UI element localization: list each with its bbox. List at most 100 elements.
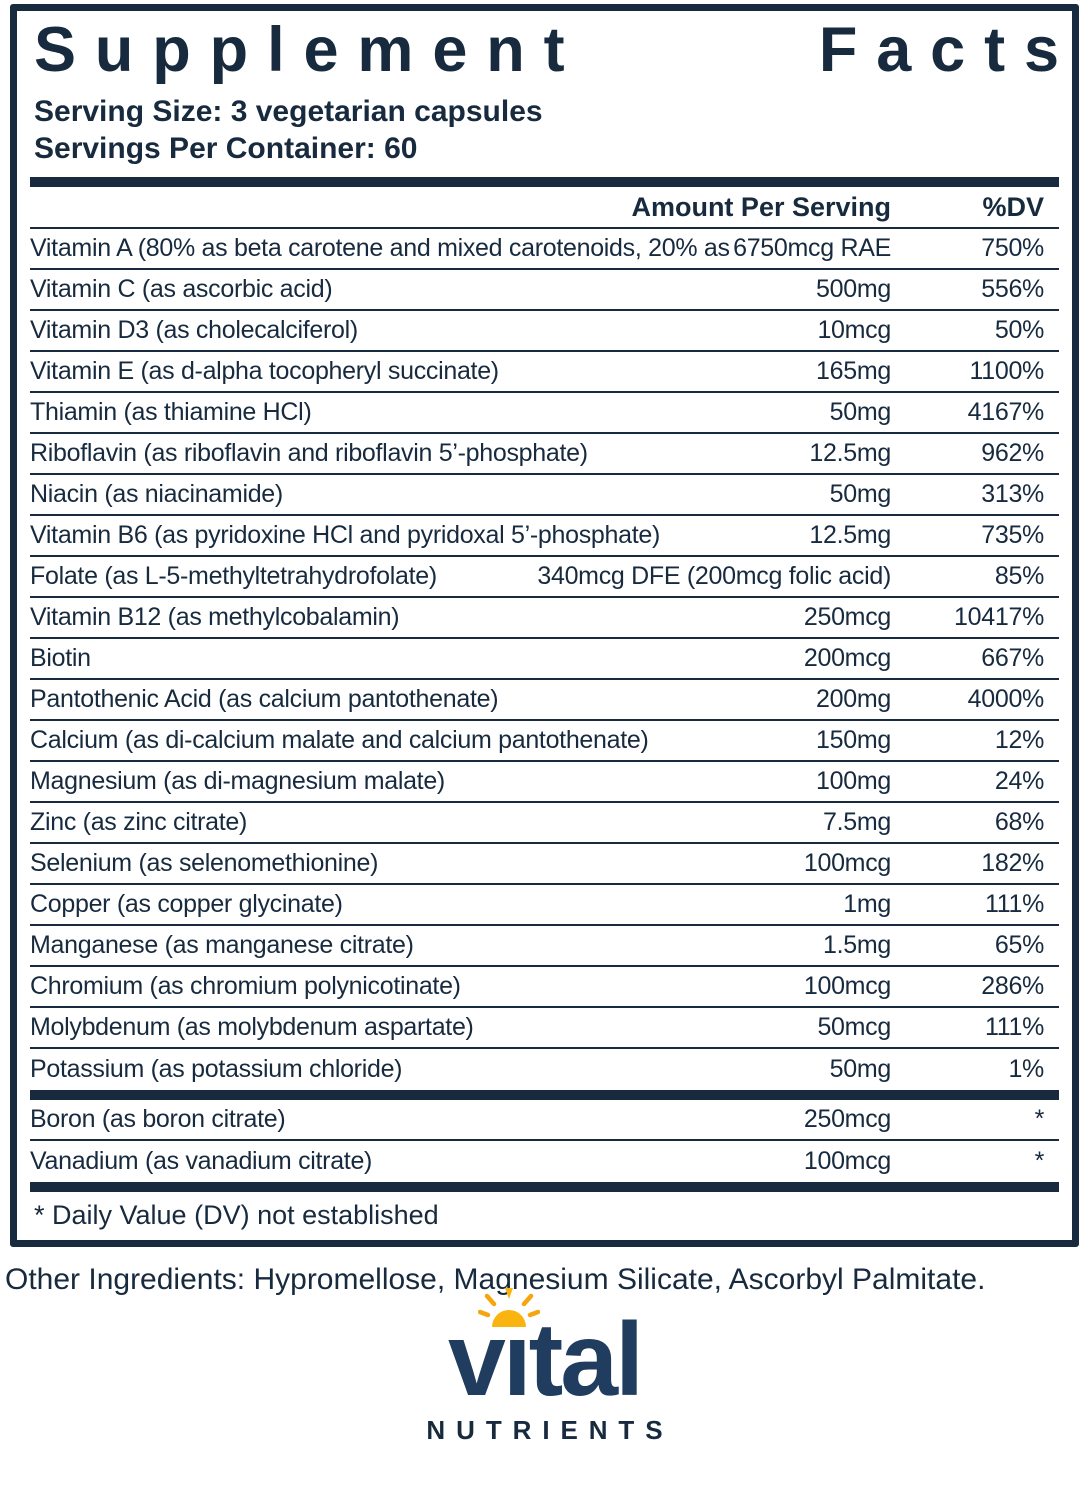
table-row: Vitamin B12 (as methylcobalamin) 250mcg … [30,598,1059,639]
panel-title: Supplement Facts [34,15,1059,85]
nutrient-dv: 68% [994,808,1044,836]
footnote-rows: Boron (as boron citrate) 250mcg * Vanadi… [30,1100,1059,1182]
nutrient-name: Boron (as boron citrate) [30,1105,286,1133]
sun-icon [478,1285,541,1329]
nutrient-name: Zinc (as zinc citrate) [30,808,248,836]
nutrient-dv: 1100% [969,357,1045,385]
divider-bar-top [30,177,1059,187]
nutrient-dv: 12% [994,726,1044,754]
nutrient-dv: 10417% [954,603,1044,631]
nutrient-dv: 50% [994,316,1044,344]
percent-dv-header: %DV [982,192,1044,222]
table-row: Zinc (as zinc citrate) 7.5mg 68% [30,803,1059,844]
nutrient-amount: 500mg [816,275,891,303]
nutrient-name: Chromium (as chromium polynicotinate) [30,972,461,1000]
nutrient-name: Manganese (as manganese citrate) [30,931,414,959]
nutrient-amount: 1mg [843,890,891,918]
table-row: Magnesium (as di-magnesium malate) 100mg… [30,762,1059,803]
nutrient-dv: * [1034,1147,1045,1175]
nutrient-dv: 111% [984,890,1044,918]
nutrient-name: Niacin (as niacinamide) [30,480,283,508]
table-row: Folate (as L-5-methyltetrahydrofolate) 3… [30,557,1059,598]
table-row: Chromium (as chromium polynicotinate) 10… [30,967,1059,1008]
nutrient-name: Copper (as copper glycinate) [30,890,343,918]
brand-wordmark: vıtal [447,1302,644,1418]
nutrient-name: Vitamin E (as d-alpha tocopheryl succina… [30,357,499,385]
table-row: Thiamin (as thiamine HCl) 50mg 4167% [30,393,1059,434]
nutrient-amount: 250mcg [803,1105,891,1133]
nutrient-rows: Vitamin A (80% as beta carotene and mixe… [30,229,1059,1090]
nutrient-name: Vitamin B6 (as pyridoxine HCl and pyrido… [30,521,660,549]
table-row: Calcium (as di-calcium malate and calciu… [30,721,1059,762]
nutrient-amount: 100mg [816,767,891,795]
nutrient-name: Vitamin D3 (as cholecalciferol) [30,316,358,344]
nutrient-name: Biotin [30,644,91,672]
servings-per-container-line: Servings Per Container: 60 [34,132,418,165]
nutrient-amount: 100mcg [803,972,891,1000]
nutrient-amount: 165mg [816,357,891,385]
nutrient-dv: 1% [1008,1055,1044,1083]
nutrient-dv: 313% [981,480,1044,508]
table-row: Vanadium (as vanadium citrate) 100mcg * [30,1141,1059,1182]
nutrient-amount: 50mg [829,398,892,426]
nutrient-amount: 100mcg [803,849,891,877]
nutrient-dv: 556% [981,275,1044,303]
nutrient-amount: 100mcg [803,1147,891,1175]
table-header-row: Amount Per Serving %DV [30,187,1059,229]
table-row: Vitamin D3 (as cholecalciferol) 10mcg 50… [30,311,1059,352]
nutrient-name: Potassium (as potassium chloride) [30,1055,403,1083]
nutrient-dv: 65% [994,931,1044,959]
nutrient-amount: 200mcg [803,644,891,672]
nutrient-name: Calcium (as di-calcium malate and calciu… [30,726,649,754]
nutrient-name: Vitamin B12 (as methylcobalamin) [30,603,400,631]
nutrient-name: Vitamin C (as ascorbic acid) [30,275,333,303]
nutrient-name: Pantothenic Acid (as calcium pantothenat… [30,685,499,713]
divider-bar-middle [30,1090,1059,1100]
nutrient-dv: 667% [981,644,1044,672]
nutrient-amount: 200mg [816,685,891,713]
table-row: Molybdenum (as molybdenum aspartate) 50m… [30,1008,1059,1049]
panel-title-word-1: Supplement [34,15,584,85]
nutrient-amount: 1.5mg [823,931,891,959]
table-row: Vitamin A (80% as beta carotene and mixe… [30,229,1059,270]
nutrient-dv: 286% [981,972,1044,1000]
nutrient-dv: 182% [981,849,1044,877]
table-row: Vitamin C (as ascorbic acid) 500mg 556% [30,270,1059,311]
dv-footnote: * Daily Value (DV) not established [34,1200,439,1230]
nutrient-dv: 85% [994,562,1044,590]
table-row: Biotin 200mcg 667% [30,639,1059,680]
table-row: Potassium (as potassium chloride) 50mg 1… [30,1049,1059,1090]
nutrient-name: Vanadium (as vanadium citrate) [30,1147,373,1175]
nutrient-dv: 111% [984,1013,1044,1041]
brand-subtext: NUTRIENTS [426,1415,674,1446]
nutrient-dv: * [1034,1105,1045,1133]
nutrient-name: Thiamin (as thiamine HCl) [30,398,312,426]
table-row: Niacin (as niacinamide) 50mg 313% [30,475,1059,516]
table-row: Boron (as boron citrate) 250mcg * [30,1100,1059,1141]
nutrient-dv: 962% [981,439,1044,467]
nutrient-amount: 250mcg [803,603,891,631]
nutrient-dv: 4000% [967,685,1045,713]
nutrient-name: Selenium (as selenomethionine) [30,849,379,877]
divider-bar-bottom [30,1182,1059,1192]
nutrient-name: Vitamin A (80% as beta carotene and mixe… [30,234,733,262]
nutrient-amount: 7.5mg [823,808,891,836]
table-row: Vitamin E (as d-alpha tocopheryl succina… [30,352,1059,393]
nutrient-amount: 10mcg [817,316,891,344]
nutrient-name: Folate (as L-5-methyltetrahydrofolate) [30,562,437,590]
nutrient-amount: 50mg [829,1055,892,1083]
nutrient-name: Magnesium (as di-magnesium malate) [30,767,445,795]
nutrient-dv: 24% [994,767,1044,795]
nutrient-dv: 735% [981,521,1044,549]
nutrient-amount: 150mg [816,726,891,754]
nutrient-amount: 12.5mg [809,439,891,467]
supplement-facts-panel: Supplement Facts Serving Size: 3 vegetar… [10,4,1079,1247]
amount-per-serving-header: Amount Per Serving [631,192,891,222]
brand-logo: vıtal NUTRIENTS [426,1288,663,1446]
other-ingredients-line: Other Ingredients: Hypromellose, Magnesi… [5,1263,986,1296]
nutrient-dv: 750% [981,234,1044,262]
table-row: Pantothenic Acid (as calcium pantothenat… [30,680,1059,721]
table-row: Vitamin B6 (as pyridoxine HCl and pyrido… [30,516,1059,557]
nutrient-name: Riboflavin (as riboflavin and riboflavin… [30,439,588,467]
nutrient-name: Molybdenum (as molybdenum aspartate) [30,1013,474,1041]
